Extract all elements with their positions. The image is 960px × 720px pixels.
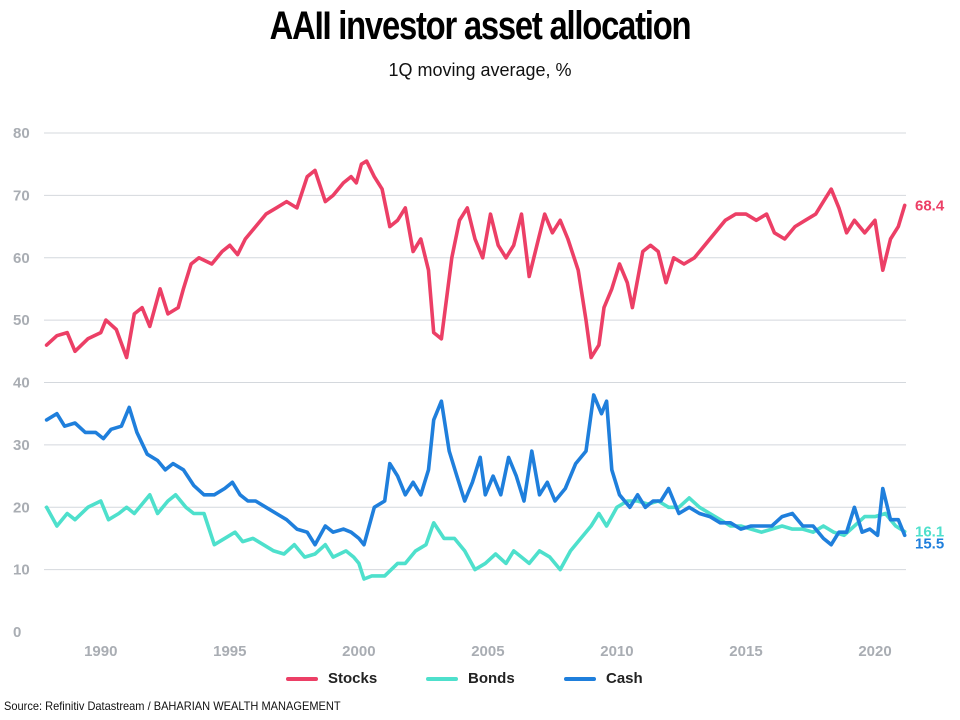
legend-item-cash: Cash: [564, 670, 643, 687]
legend-item-bonds: Bonds: [426, 670, 515, 687]
series-line-cash: [44, 393, 907, 547]
legend-swatch-cash: [564, 676, 596, 681]
series-line-bonds: [44, 493, 907, 581]
y-axis-ticks: 0 10 20 30 40 50 60 70 80: [13, 125, 30, 641]
x-tick-label-1995: 1995: [213, 643, 246, 660]
legend-swatch-stocks: [286, 676, 318, 681]
y-tick-label-20: 20: [13, 499, 30, 516]
x-axis-ticks: 1990 1995 2000 2005 2010 2015 2020: [84, 643, 892, 660]
x-tick-label-2010: 2010: [600, 643, 633, 660]
y-tick-label-60: 60: [13, 250, 30, 267]
x-tick-label-2005: 2005: [471, 643, 504, 660]
legend: Stocks Bonds Cash: [0, 670, 960, 692]
legend-label-bonds: Bonds: [468, 670, 515, 687]
y-tick-label-10: 10: [13, 562, 30, 579]
y-tick-label-40: 40: [13, 375, 30, 392]
source-note: Source: Refinitiv Datastream / BAHARIAN …: [4, 699, 341, 713]
legend-item-stocks: Stocks: [286, 670, 377, 687]
y-tick-label-70: 70: [13, 187, 30, 204]
end-label-cash: 15.5: [915, 535, 944, 552]
grid-lines: [44, 132, 906, 571]
legend-label-stocks: Stocks: [328, 670, 378, 687]
y-tick-label-30: 30: [13, 437, 30, 454]
end-labels: 68.4 16.115.5: [915, 197, 945, 552]
y-tick-label-80: 80: [13, 125, 30, 142]
y-tick-label-50: 50: [13, 312, 30, 329]
legend-label-cash: Cash: [606, 670, 643, 687]
series-line-stocks: [44, 159, 907, 360]
x-tick-label-1990: 1990: [84, 643, 117, 660]
x-tick-label-2000: 2000: [342, 643, 375, 660]
x-tick-label-2020: 2020: [858, 643, 891, 660]
x-tick-label-2015: 2015: [729, 643, 762, 660]
chart-subtitle: 1Q moving average, %: [388, 60, 572, 80]
end-label-bonds: 16.1: [915, 524, 944, 541]
chart-title: AAII investor asset allocation: [269, 4, 692, 48]
legend-swatch-bonds: [426, 676, 458, 681]
y-tick-label-0: 0: [13, 624, 21, 641]
end-label-stocks: 68.4: [915, 197, 945, 214]
series-lines: [44, 159, 907, 581]
